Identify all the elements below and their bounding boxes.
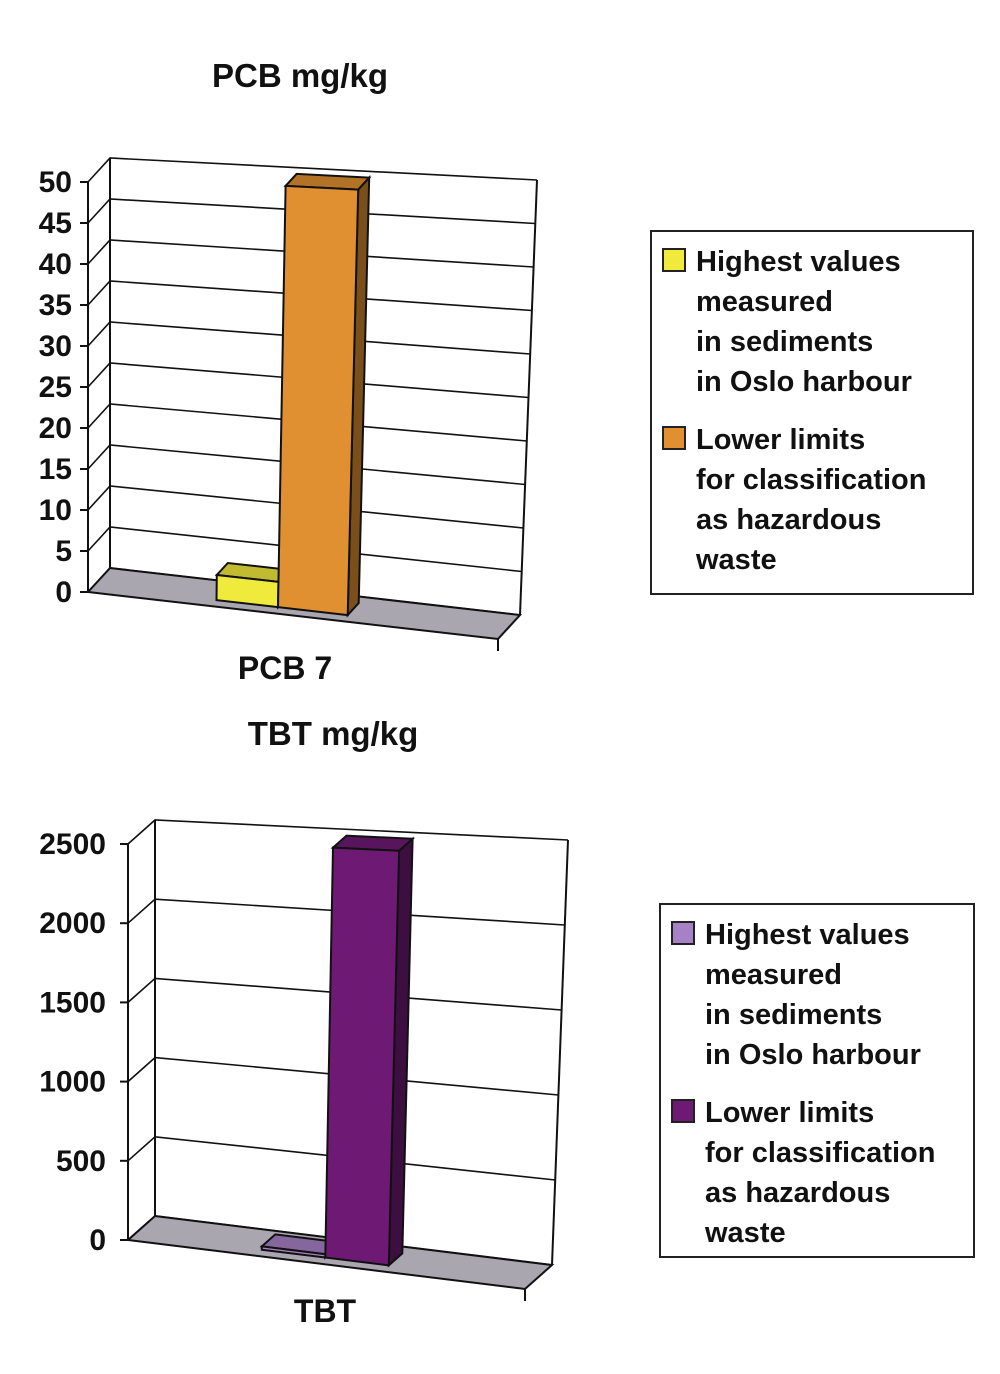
y-tick-label: 30 bbox=[39, 330, 72, 363]
bar-lower-limit bbox=[324, 834, 416, 1268]
legend-item-limit: Lower limits for classification as hazar… bbox=[662, 420, 962, 580]
legend-label: Lower limits for classification as hazar… bbox=[705, 1097, 936, 1249]
gridline bbox=[87, 280, 532, 312]
gridline bbox=[127, 819, 569, 845]
y-tick-label: 5 bbox=[55, 535, 72, 568]
y-tick-label: 20 bbox=[39, 412, 72, 445]
y-tick-label: 40 bbox=[39, 248, 72, 281]
bar-front bbox=[276, 184, 360, 617]
x-category-label: PCB 7 bbox=[238, 650, 332, 686]
gridline bbox=[87, 485, 524, 529]
gridline bbox=[87, 567, 521, 616]
y-tick-label: 45 bbox=[39, 207, 72, 240]
gridline bbox=[87, 157, 538, 183]
legend-swatch bbox=[662, 248, 686, 272]
y-tick-label: 1500 bbox=[39, 986, 106, 1019]
gridline bbox=[127, 898, 565, 926]
bar-lower-limit bbox=[276, 172, 372, 618]
y-tick-label: 25 bbox=[39, 371, 72, 404]
y-tick-label: 500 bbox=[56, 1145, 106, 1178]
back-wall-right-edge bbox=[551, 839, 569, 1266]
gridline bbox=[127, 1056, 559, 1096]
chart-title: TBT mg/kg bbox=[248, 715, 419, 752]
y-tick-label: 0 bbox=[55, 576, 72, 609]
gridline bbox=[87, 198, 536, 225]
legend-pcb: Highest values measured in sediments in … bbox=[650, 230, 974, 595]
gridline bbox=[87, 362, 529, 399]
gridline bbox=[87, 444, 526, 486]
y-tick-label: 2000 bbox=[39, 907, 106, 940]
chart-1: 0 500 1000 1500 2000 2500 TBT mg/kg TBT bbox=[39, 715, 569, 1329]
y-tick-label: 35 bbox=[39, 289, 72, 322]
legend-label: Highest values measured in sediments in … bbox=[705, 919, 921, 1071]
legend-label: Highest values measured in sediments in … bbox=[696, 246, 912, 398]
chart-title: PCB mg/kg bbox=[212, 57, 388, 94]
gridline bbox=[87, 403, 527, 442]
gridline bbox=[127, 1135, 556, 1181]
legend-item-highest: Highest values measured in sediments in … bbox=[662, 242, 962, 402]
gridline bbox=[87, 321, 531, 355]
legend-swatch bbox=[671, 921, 695, 945]
legend-item-highest: Highest values measured in sediments in … bbox=[671, 915, 963, 1075]
y-tick-label: 1000 bbox=[39, 1066, 106, 1099]
y-tick-label: 15 bbox=[39, 453, 72, 486]
y-tick-label: 2500 bbox=[39, 828, 106, 861]
legend-item-limit: Lower limits for classification as hazar… bbox=[671, 1093, 963, 1253]
y-tick-label: 50 bbox=[39, 166, 72, 199]
legend-swatch bbox=[662, 426, 686, 450]
chart-0: 0 5 10 15 20 25 30 35 40 45 50 PCB mg/kg PCB 7 bbox=[39, 57, 538, 686]
legend-label: Lower limits for classification as hazar… bbox=[696, 424, 927, 576]
y-tick-label: 10 bbox=[39, 494, 72, 527]
bar-front bbox=[324, 846, 401, 1267]
legend-tbt: Highest values measured in sediments in … bbox=[659, 903, 975, 1258]
gridline bbox=[87, 239, 534, 268]
y-tick-label: 0 bbox=[89, 1224, 106, 1257]
gridline bbox=[127, 1215, 553, 1266]
legend-swatch bbox=[671, 1099, 695, 1123]
gridline bbox=[127, 977, 562, 1011]
gridline bbox=[87, 526, 522, 573]
x-category-label: TBT bbox=[294, 1293, 357, 1329]
